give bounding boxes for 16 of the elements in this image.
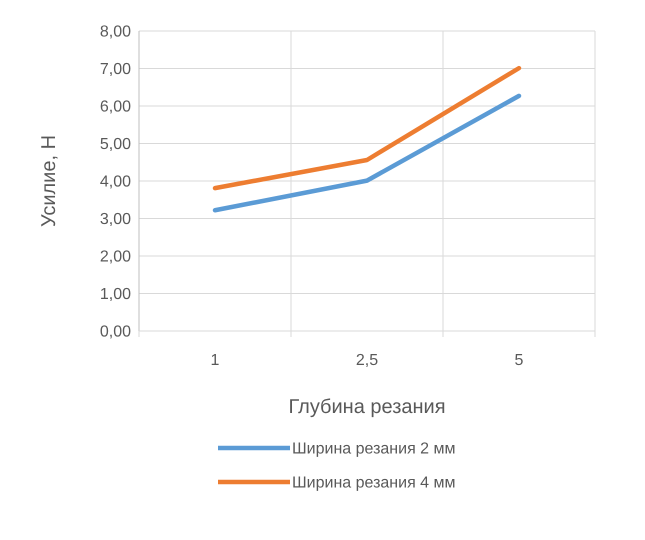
y-tick-label: 6,00 [100, 98, 132, 116]
y-tick-label: 8,00 [100, 24, 132, 41]
x-axis-title: Глубина резания [288, 396, 446, 418]
x-tick-label: 2,5 [356, 352, 378, 369]
y-tick-label: 2,00 [100, 248, 132, 266]
x-tick-label: 1 [210, 352, 220, 369]
legend-label: Ширина резания 2 мм [292, 440, 456, 458]
legend-label: Ширина резания 4 мм [292, 474, 456, 492]
y-tick-label: 7,00 [100, 61, 132, 78]
y-tick-label: 0,00 [100, 324, 132, 341]
y-tick-label: 3,00 [100, 211, 132, 228]
x-tick-label: 5 [514, 352, 524, 369]
y-tick-label: 5,00 [100, 136, 132, 154]
y-tick-label: 1,00 [100, 286, 132, 304]
y-tick-label: 4,00 [100, 174, 132, 191]
y-axis-title: Усилие, Н [38, 134, 60, 228]
